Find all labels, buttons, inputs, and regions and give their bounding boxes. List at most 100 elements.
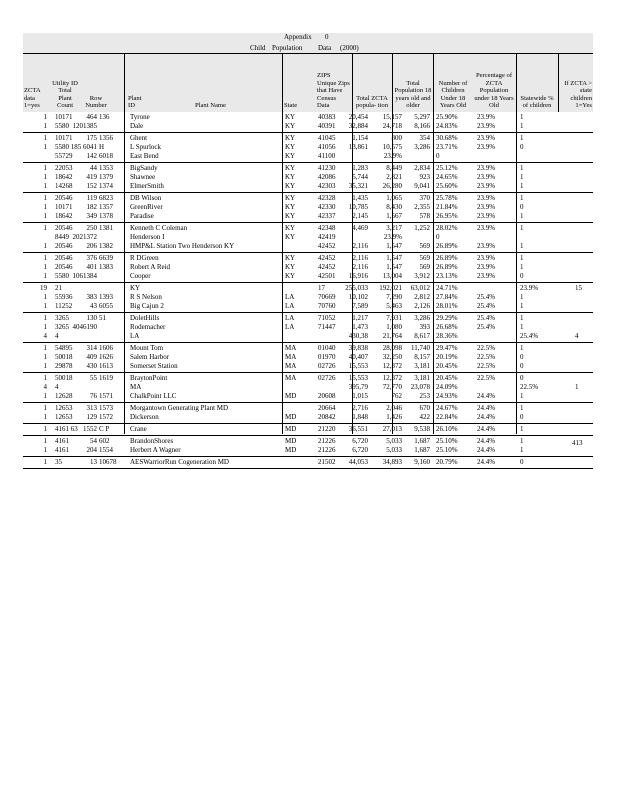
cell-children: 8,157 xyxy=(414,353,430,361)
col-divider xyxy=(558,53,559,112)
cell-utility-id: 4 xyxy=(55,383,59,391)
cell-state: MA xyxy=(285,344,297,352)
cell-children: 3,912 xyxy=(414,272,430,280)
cell-statewide-pct: 24.4% xyxy=(477,446,496,454)
cell-plant-name: Robert A Reid xyxy=(130,263,171,271)
cell-pct-children: 24.83% xyxy=(436,122,458,130)
table-row: 1 50018 409 1626 Salem Harbor MA 01970 40,407 32… xyxy=(0,353,618,362)
cell-total-pop: 1,848 xyxy=(352,413,368,421)
cell-pct-children: 25.60% xyxy=(436,182,458,190)
cell-zcta-flag: 1 xyxy=(43,458,48,466)
cell-pct-children: 0 xyxy=(436,152,440,160)
cell-row-number: 76 xyxy=(90,392,97,400)
table-group: 19 21 KY 17 255,033 192,021 63,012 24.71% 23.9% 1… xyxy=(23,283,593,313)
cell-statewide-pct: 24.4% xyxy=(477,392,496,400)
col-if-zcta: If ZCTA > state children 1=Yes xyxy=(564,79,592,110)
cell-flag: 0 xyxy=(520,413,524,421)
cell-row-number: 250 xyxy=(86,224,98,232)
cell-flag: 23.9% xyxy=(520,284,539,292)
cell-if-zcta: 15 xyxy=(575,284,582,292)
cell-row-number: 54 xyxy=(90,437,97,445)
cell-flag: 0 xyxy=(520,143,524,151)
cell-statewide-pct: 23.9% xyxy=(477,164,496,172)
cell-pct-children: 20.79% xyxy=(436,458,458,466)
cell-flag: 1 xyxy=(520,404,524,412)
cell-state: KY xyxy=(285,212,296,220)
table-group: 1 10171 175 1356 Ghent KY 41045 1,154 800 354 30.6… xyxy=(23,133,593,163)
cell-state: MD xyxy=(285,413,297,421)
col-divider xyxy=(352,53,353,434)
cell-pop-18-plus: 32,250 xyxy=(382,353,402,361)
table-row: 1 18642 349 1378 Paradise KY 42337 2,145 1,567 57… xyxy=(0,212,618,221)
col-statewide-pct: Statewide % of children xyxy=(520,94,554,110)
cell-utility-id: 55936 xyxy=(55,293,73,301)
cell-statewide-pct: 23.9% xyxy=(477,203,496,211)
cell-pop-18-plus: 8,430 xyxy=(386,203,402,211)
cell-row-number: 204 xyxy=(86,446,98,454)
cell-pop-18-plus: 762 xyxy=(391,392,403,400)
cell-zcta-flag: 1 xyxy=(43,164,48,172)
cell-pop-18-plus: 28,098 xyxy=(382,344,402,352)
cell-statewide-pct: 25.4% xyxy=(477,314,496,322)
cell-pop-18-plus: 1,426 xyxy=(386,413,402,421)
cell-row-number: 206 xyxy=(86,242,98,250)
cell-zip: 71447 xyxy=(318,323,336,331)
cell-total-pop: 2,145 xyxy=(352,212,368,220)
cell-zip: 42086 xyxy=(318,173,336,181)
cell-state: MA xyxy=(285,362,297,370)
cell-plant-id: 1572 xyxy=(99,413,113,421)
cell-plant-id: 6823 xyxy=(99,194,113,202)
cell-flag: 1 xyxy=(520,446,524,454)
cell-row-number: 401 xyxy=(86,263,98,271)
cell-plant-name: Paradise xyxy=(130,212,154,220)
page-number: 413 xyxy=(572,439,583,447)
cell-zcta-flag: 1 xyxy=(43,254,48,262)
cell-flag: 1 xyxy=(520,164,524,172)
cell-children: 63,012 xyxy=(410,284,430,292)
cell-total-pop: 395,79 xyxy=(348,383,368,391)
cell-statewide-pct: 22.5% xyxy=(477,362,496,370)
cell-plant-name: Cooper xyxy=(130,272,151,280)
cell-zip: 42452 xyxy=(318,242,336,250)
cell-pop-18-plus: 10,575 xyxy=(382,143,402,151)
cell-state: KY xyxy=(285,173,296,181)
cell-pop-18-plus: 26,280 xyxy=(382,182,402,190)
cell-plant-name: Crane xyxy=(130,425,147,433)
col-divider xyxy=(282,53,283,434)
cell-plant-id: 1613 xyxy=(99,362,113,370)
table-row: 1 20546 250 1381 Kenneth C Coleman KY 42348 4,4… xyxy=(0,224,618,233)
cell-state: KY xyxy=(285,263,296,271)
cell-utility-id: 12653 xyxy=(55,404,73,412)
cell-total-pop: 2,116 xyxy=(352,263,369,271)
cell-zcta-flag: 1 xyxy=(43,404,48,412)
table-row: 1 12653 313 1573 Morgantown Generating Plant… xyxy=(0,404,618,413)
col-zcta-data: ZCTA data 1=yes xyxy=(24,87,41,110)
cell-state: LA xyxy=(285,323,295,331)
cell-plant-name: East Bend xyxy=(130,152,159,160)
cell-state: KY xyxy=(285,143,296,151)
table-row: 1 4161 204 1554 Herbert A Wagner MD 21226 6,720… xyxy=(0,446,618,455)
cell-statewide-pct: 23.9% xyxy=(477,212,496,220)
cell-state: MD xyxy=(285,392,297,400)
cell-pop-18-plus: 23.9% xyxy=(383,152,402,160)
cell-flag: 1 xyxy=(520,182,524,190)
cell-flag: 0 xyxy=(520,374,524,382)
cell-pct-children: 26.89% xyxy=(436,263,458,271)
cell-row-number: 1201385 xyxy=(72,122,98,130)
cell-statewide-pct: 23.9% xyxy=(477,242,496,250)
cell-statewide-pct: 24.4% xyxy=(477,458,496,466)
cell-row-number: 430 xyxy=(86,362,98,370)
cell-flag: 1 xyxy=(520,122,524,130)
cell-statewide-pct: 24.4% xyxy=(477,404,496,412)
cell-children: 3,286 xyxy=(414,143,430,151)
cell-zcta-flag: 1 xyxy=(43,344,48,352)
table-row: 19 21 KY 17 255,033 192,021 63,012 24.71% 23.9% 1… xyxy=(0,284,618,293)
cell-pct-children: 23.13% xyxy=(436,272,458,280)
cell-total-pop: 2,716 xyxy=(352,404,368,412)
cell-plant-name: L Spurlock xyxy=(130,143,162,151)
title-child: Child xyxy=(250,44,266,52)
cell-state: MD xyxy=(285,446,297,454)
table-row: 1 54895 314 1606 Mount Tom MA 01040 39,838 28,09… xyxy=(0,344,618,353)
cell-flag: 1 xyxy=(520,194,524,202)
cell-flag: 1 xyxy=(520,242,524,250)
